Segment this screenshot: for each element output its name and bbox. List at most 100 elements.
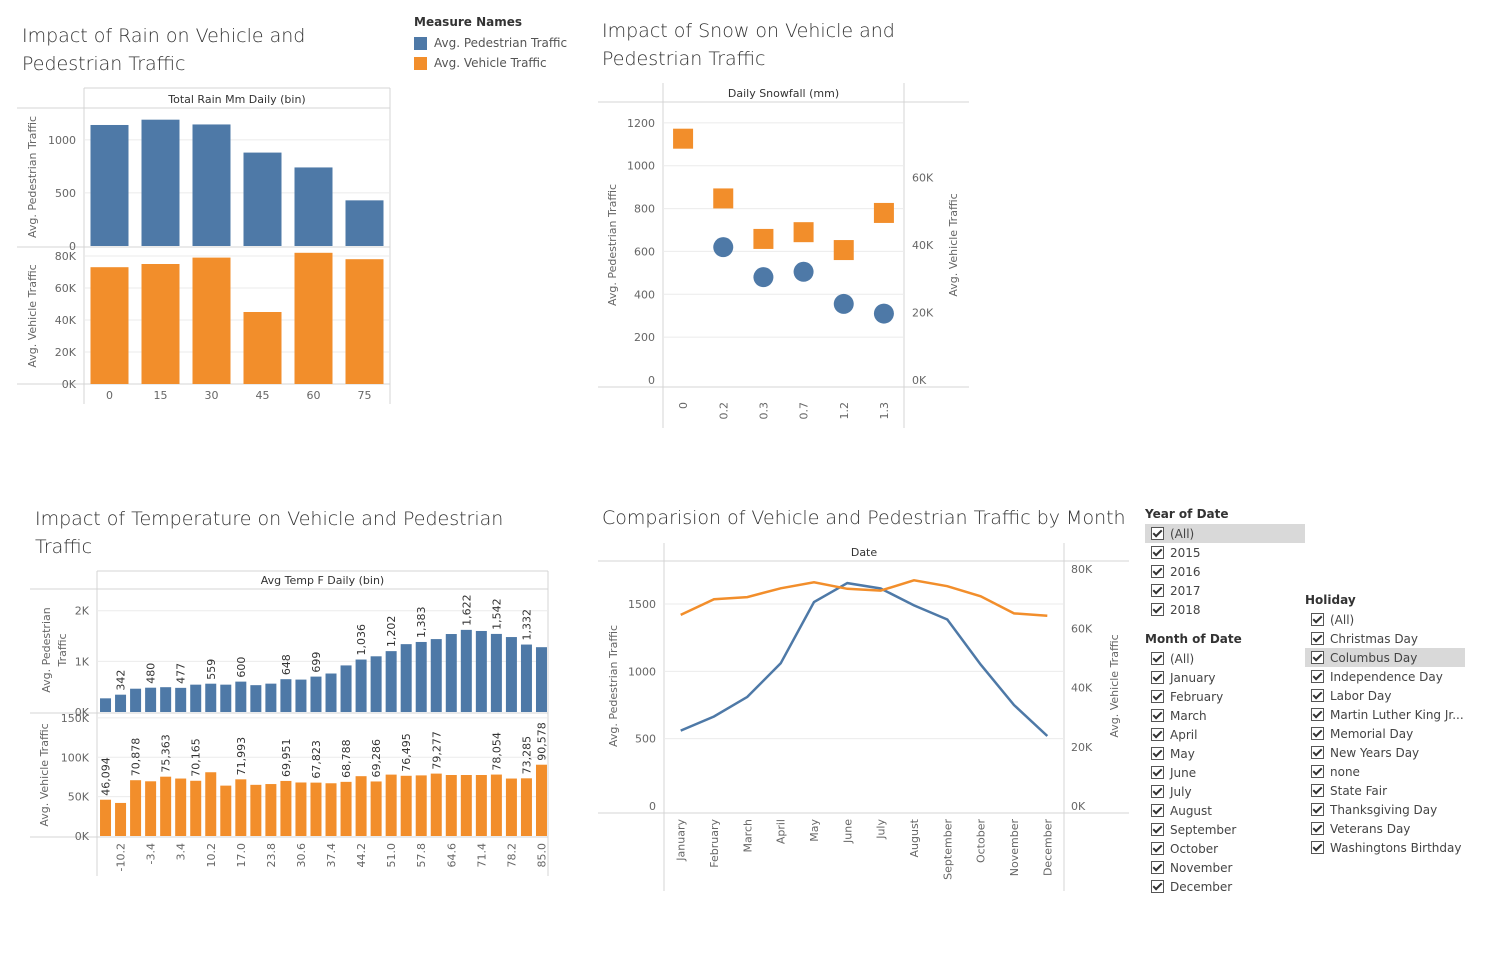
holiday-filter-option[interactable]: none	[1305, 762, 1465, 781]
temp-bar-pedestrian	[220, 684, 232, 712]
holiday-filter-option[interactable]: Labor Day	[1305, 686, 1465, 705]
checkbox-checked-icon[interactable]	[1311, 613, 1324, 626]
checkbox-checked-icon[interactable]	[1151, 584, 1164, 597]
temp-data-label: 1,202	[385, 616, 398, 648]
checkbox-checked-icon[interactable]	[1151, 527, 1164, 540]
checkbox-checked-icon[interactable]	[1151, 546, 1164, 559]
month-filter-option-label: May	[1170, 746, 1195, 761]
year-filter-option[interactable]: 2015	[1145, 543, 1305, 562]
holiday-filter-option[interactable]: State Fair	[1305, 781, 1465, 800]
rain-bar-vehicle	[192, 257, 231, 384]
rain-y-label: Avg. Pedestrian Traffic	[26, 116, 39, 238]
month-chart-title: Comparision of Vehicle and Pedestrian Tr…	[602, 504, 1126, 532]
month-x-tick: November	[1008, 819, 1021, 877]
temp-data-label: 90,578	[535, 722, 548, 761]
holiday-filter-option[interactable]: Martin Luther King Jr...	[1305, 705, 1465, 724]
month-filter-option[interactable]: February	[1145, 687, 1305, 706]
legend-item-vehicle[interactable]: Avg. Vehicle Traffic	[414, 53, 567, 73]
month-filter-option[interactable]: July	[1145, 782, 1305, 801]
holiday-filter-option[interactable]: New Years Day	[1305, 743, 1465, 762]
temp-data-label: 68,788	[340, 739, 353, 778]
temp-bar-vehicle	[295, 782, 307, 836]
month-filter-option[interactable]: June	[1145, 763, 1305, 782]
checkbox-checked-icon[interactable]	[1151, 690, 1164, 703]
checkbox-checked-icon[interactable]	[1151, 671, 1164, 684]
checkbox-checked-icon[interactable]	[1151, 804, 1164, 817]
checkbox-checked-icon[interactable]	[1151, 728, 1164, 741]
month-filter-option[interactable]: August	[1145, 801, 1305, 820]
checkbox-checked-icon[interactable]	[1151, 861, 1164, 874]
month-filter-option[interactable]: (All)	[1145, 649, 1305, 668]
year-filter-option[interactable]: 2016	[1145, 562, 1305, 581]
checkbox-checked-icon[interactable]	[1311, 765, 1324, 778]
checkbox-checked-icon[interactable]	[1311, 632, 1324, 645]
month-line-vehicle	[680, 579, 1048, 618]
rain-x-tick: 30	[205, 389, 219, 402]
checkbox-checked-icon[interactable]	[1311, 708, 1324, 721]
holiday-filter-option[interactable]: Thanksgiving Day	[1305, 800, 1465, 819]
temp-bar-vehicle	[100, 799, 112, 836]
month-filter-option[interactable]: March	[1145, 706, 1305, 725]
month-filter-option[interactable]: September	[1145, 820, 1305, 839]
checkbox-checked-icon[interactable]	[1311, 803, 1324, 816]
checkbox-checked-icon[interactable]	[1151, 652, 1164, 665]
holiday-filter-option-label: Christmas Day	[1330, 631, 1419, 646]
holiday-filter-option[interactable]: Christmas Day	[1305, 629, 1465, 648]
holiday-filter-option-label: Memorial Day	[1330, 726, 1414, 741]
temp-bar-pedestrian	[505, 637, 517, 712]
snow-x-tick: 0.2	[717, 402, 730, 420]
checkbox-checked-icon[interactable]	[1151, 842, 1164, 855]
rain-y-tick: 0K	[62, 378, 77, 391]
checkbox-checked-icon[interactable]	[1311, 651, 1324, 664]
month-filter-option[interactable]: October	[1145, 839, 1305, 858]
temp-data-label: 1,542	[490, 598, 503, 630]
holiday-filter-title: Holiday	[1305, 593, 1356, 607]
checkbox-checked-icon[interactable]	[1151, 709, 1164, 722]
checkbox-checked-icon[interactable]	[1151, 785, 1164, 798]
year-filter-option[interactable]: (All)	[1145, 524, 1305, 543]
checkbox-checked-icon[interactable]	[1311, 746, 1324, 759]
month-filter-option[interactable]: December	[1145, 877, 1305, 896]
checkbox-checked-icon[interactable]	[1151, 747, 1164, 760]
temp-data-label: 1,622	[460, 594, 473, 626]
temp-x-tick: 44.2	[355, 843, 368, 868]
temp-bar-vehicle	[235, 779, 247, 836]
checkbox-checked-icon[interactable]	[1311, 841, 1324, 854]
temp-bar-vehicle	[490, 774, 502, 836]
year-filter-option[interactable]: 2018	[1145, 600, 1305, 619]
month-right-tick: 60K	[1071, 622, 1093, 635]
temp-x-tick: 30.6	[295, 843, 308, 868]
month-filter-option[interactable]: May	[1145, 744, 1305, 763]
month-left-tick: 1000	[628, 665, 656, 678]
temp-bar-pedestrian	[190, 684, 202, 712]
holiday-filter-option[interactable]: (All)	[1305, 610, 1465, 629]
holiday-filter-option[interactable]: Washingtons Birthday	[1305, 838, 1465, 857]
temp-data-label: 480	[145, 663, 158, 684]
holiday-filter-option[interactable]: Independence Day	[1305, 667, 1465, 686]
checkbox-checked-icon[interactable]	[1151, 766, 1164, 779]
holiday-filter-option[interactable]: Veterans Day	[1305, 819, 1465, 838]
checkbox-checked-icon[interactable]	[1311, 689, 1324, 702]
checkbox-checked-icon[interactable]	[1151, 823, 1164, 836]
holiday-filter-option[interactable]: Memorial Day	[1305, 724, 1465, 743]
checkbox-checked-icon[interactable]	[1151, 603, 1164, 616]
checkbox-checked-icon[interactable]	[1151, 565, 1164, 578]
holiday-filter-option[interactable]: Columbus Day	[1305, 648, 1465, 667]
checkbox-checked-icon[interactable]	[1311, 822, 1324, 835]
month-filter-option[interactable]: April	[1145, 725, 1305, 744]
month-filter-option[interactable]: November	[1145, 858, 1305, 877]
temp-bar-vehicle	[535, 764, 547, 836]
year-filter-title: Year of Date	[1145, 507, 1229, 521]
checkbox-checked-icon[interactable]	[1311, 727, 1324, 740]
temp-data-label: 1,332	[520, 609, 533, 641]
legend-item-pedestrian[interactable]: Avg. Pedestrian Traffic	[414, 33, 567, 53]
temp-bar-pedestrian	[520, 644, 532, 712]
year-filter-option[interactable]: 2017	[1145, 581, 1305, 600]
temp-y-tick: 2K	[75, 605, 90, 618]
temp-y-tick: 1K	[75, 655, 90, 668]
checkbox-checked-icon[interactable]	[1311, 670, 1324, 683]
month-filter-option[interactable]: January	[1145, 668, 1305, 687]
temp-bar-vehicle	[475, 775, 487, 836]
checkbox-checked-icon[interactable]	[1311, 784, 1324, 797]
checkbox-checked-icon[interactable]	[1151, 880, 1164, 893]
